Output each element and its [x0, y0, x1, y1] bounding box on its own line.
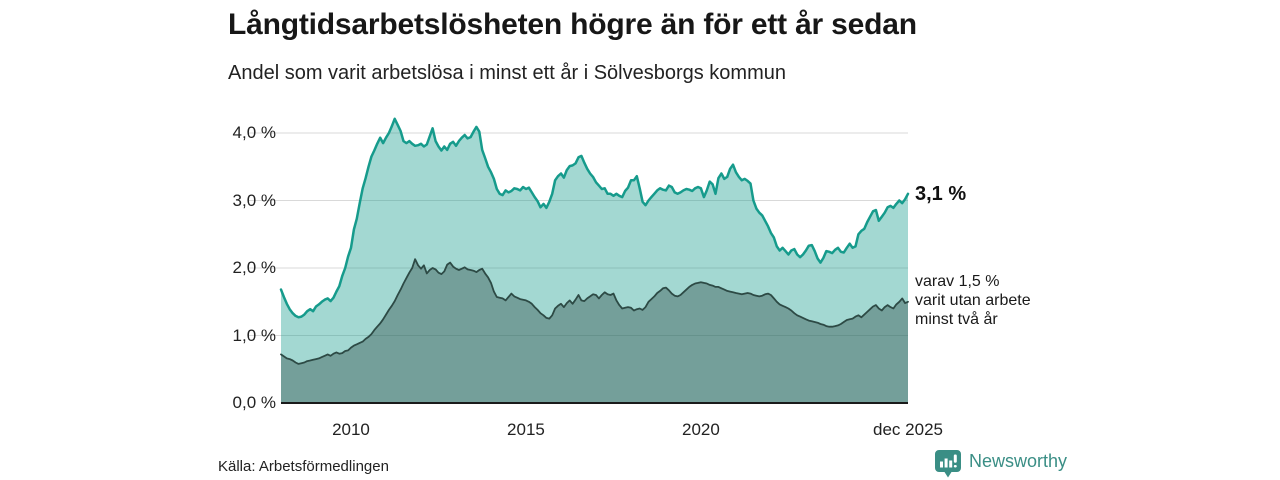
annotation-line-2: varit utan arbete	[915, 292, 1031, 309]
y-tick-label: 0,0 %	[232, 393, 276, 412]
y-tick-label: 2,0 %	[232, 258, 276, 277]
chart-subtitle: Andel som varit arbetslösa i minst ett å…	[228, 62, 786, 84]
series-end-label-total: 3,1 %	[915, 183, 967, 205]
chart-title: Långtidsarbetslösheten högre än för ett …	[228, 8, 917, 41]
x-tick-label: dec 2025	[873, 420, 943, 439]
series-end-label-two-years: varav 1,5 % varit utan arbete minst två …	[915, 272, 1031, 329]
x-tick-label: 2010	[332, 420, 370, 439]
line-varav-utan-arbete-minst-två-år	[280, 258, 909, 365]
y-tick-label: 1,0 %	[232, 325, 276, 345]
source-note: Källa: Arbetsförmedlingen	[218, 458, 389, 475]
y-tick-label: 3,0 %	[232, 190, 276, 210]
area-varav-utan-arbete-minst-två-år	[281, 259, 908, 403]
annotation-line-1: varav 1,5 %	[915, 273, 1000, 290]
newsworthy-logo-icon	[934, 449, 962, 480]
annotation-line-3: minst två år	[915, 311, 998, 328]
y-tick-label: 4,0 %	[232, 123, 276, 142]
newsworthy-logo: Newsworthy	[934, 449, 1067, 480]
newsworthy-logo-text: Newsworthy	[969, 451, 1068, 471]
x-tick-label: 2020	[682, 420, 720, 439]
line-arbetslösa-minst-ett-år	[279, 117, 910, 319]
x-tick-label: 2015	[507, 420, 545, 439]
